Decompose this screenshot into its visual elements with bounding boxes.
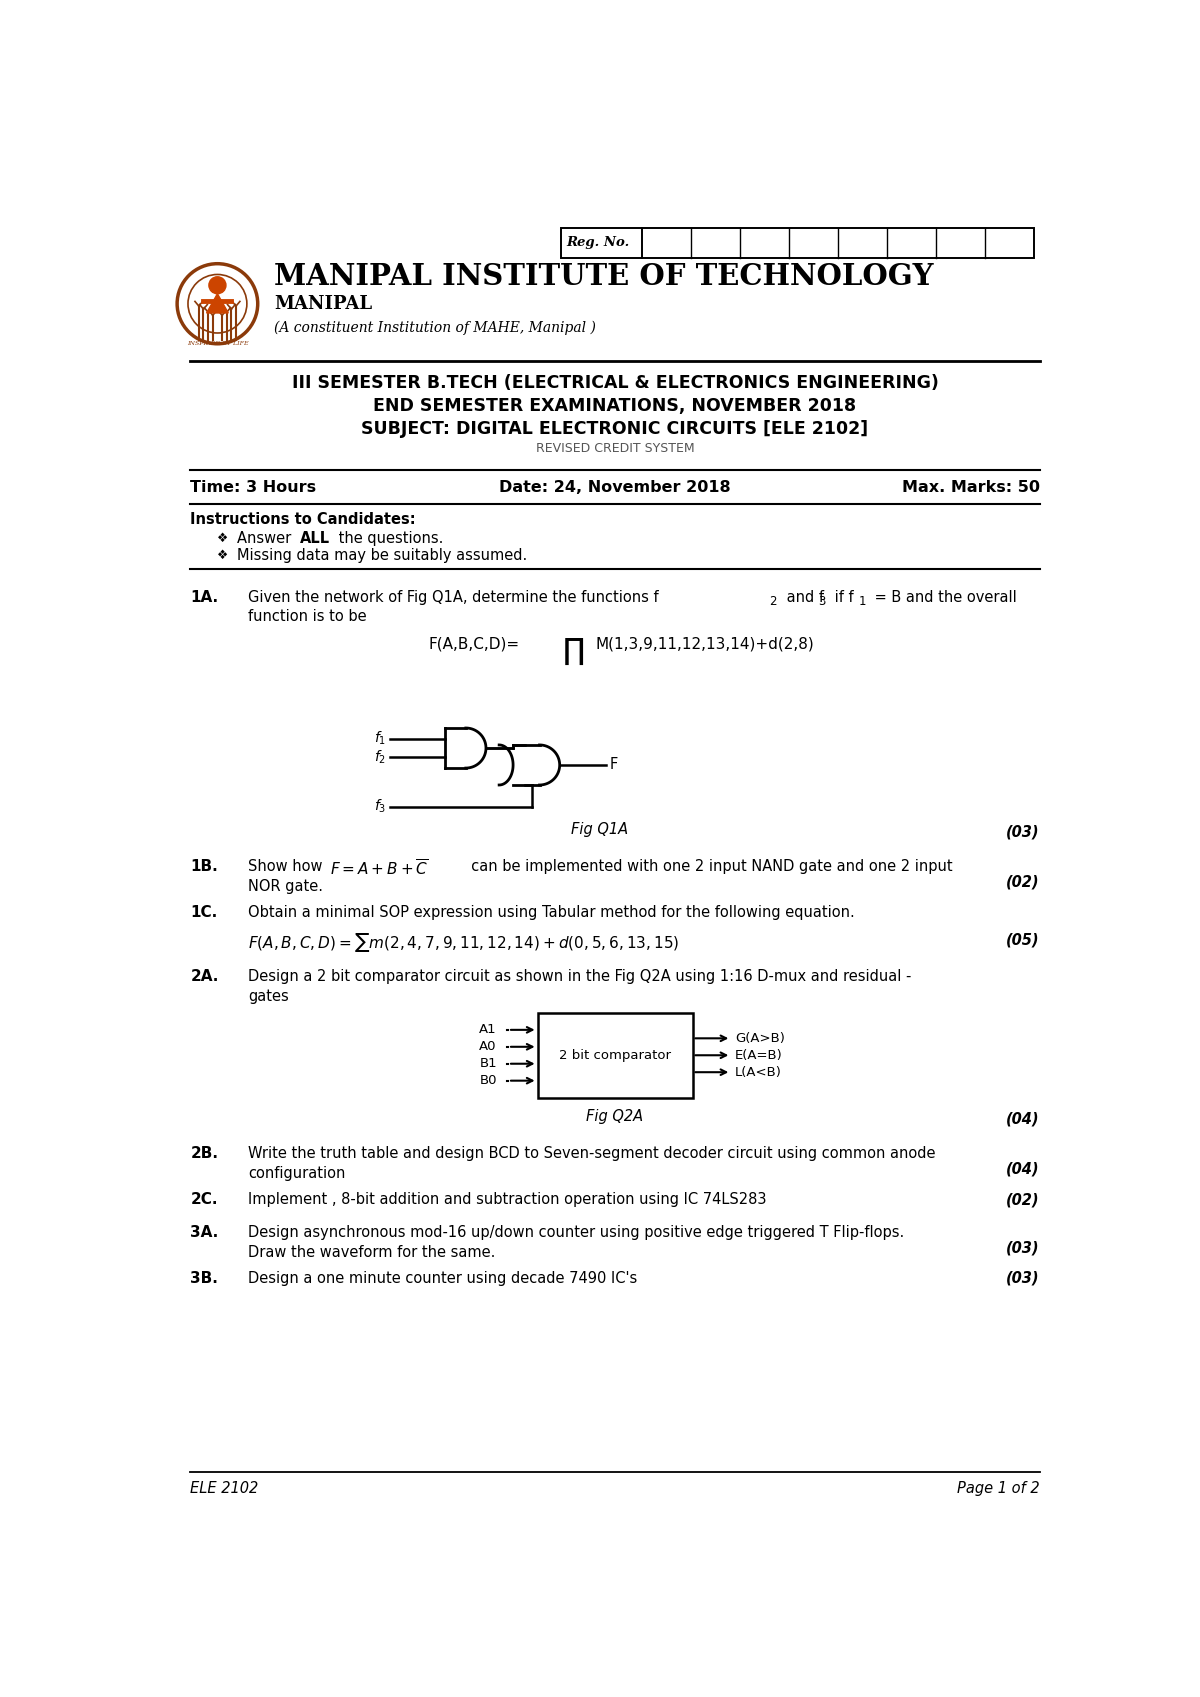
Text: (A constituent Institution of MAHE, Manipal ): (A constituent Institution of MAHE, Mani… (274, 321, 596, 334)
Text: gates: gates (248, 989, 289, 1005)
Text: Draw the waveform for the same.: Draw the waveform for the same. (248, 1244, 496, 1259)
Text: (04): (04) (1007, 1161, 1039, 1176)
Text: 2A.: 2A. (191, 969, 218, 984)
Text: (03): (03) (1007, 825, 1039, 840)
Text: Page 1 of 2: Page 1 of 2 (958, 1481, 1039, 1497)
Bar (538, 1013, 692, 1098)
Text: ❖: ❖ (217, 533, 229, 545)
Text: = B and the overall: = B and the overall (870, 591, 1016, 606)
Text: M(1,3,9,11,12,13,14)+d(2,8): M(1,3,9,11,12,13,14)+d(2,8) (595, 636, 815, 652)
Text: MANIPAL: MANIPAL (274, 295, 372, 312)
Text: Implement , 8-bit addition and subtraction operation using IC 74LS283: Implement , 8-bit addition and subtracti… (248, 1193, 767, 1207)
Text: Time: 3 Hours: Time: 3 Hours (191, 480, 317, 494)
Text: B1: B1 (479, 1057, 497, 1071)
Text: configuration: configuration (248, 1166, 346, 1181)
Text: Design a 2 bit comparator circuit as shown in the Fig Q2A using 1:16 D-mux and r: Design a 2 bit comparator circuit as sho… (248, 969, 912, 984)
Text: END SEMESTER EXAMINATIONS, NOVEMBER 2018: END SEMESTER EXAMINATIONS, NOVEMBER 2018 (373, 397, 857, 416)
Text: Max. Marks: 50: Max. Marks: 50 (901, 480, 1039, 494)
Text: can be implemented with one 2 input NAND gate and one 2 input: can be implemented with one 2 input NAND… (462, 859, 952, 874)
Text: $\prod$: $\prod$ (563, 636, 584, 667)
Text: NOR gate.: NOR gate. (248, 879, 324, 894)
Bar (560, 229, 1033, 258)
Text: (02): (02) (1007, 1193, 1039, 1207)
Text: (05): (05) (1007, 932, 1039, 947)
Text: Given the network of Fig Q1A, determine the functions f: Given the network of Fig Q1A, determine … (248, 591, 659, 606)
Text: SUBJECT: DIGITAL ELECTRONIC CIRCUITS [ELE 2102]: SUBJECT: DIGITAL ELECTRONIC CIRCUITS [EL… (361, 421, 869, 438)
Text: MANIPAL INSTITUTE OF TECHNOLOGY: MANIPAL INSTITUTE OF TECHNOLOGY (274, 261, 934, 292)
Text: L(A<B): L(A<B) (736, 1066, 782, 1079)
Text: F: F (610, 757, 618, 772)
Text: 3B.: 3B. (191, 1271, 218, 1286)
Text: 2: 2 (769, 596, 776, 608)
Text: 1C.: 1C. (191, 905, 217, 920)
Text: Fig Q1A: Fig Q1A (571, 821, 628, 837)
Text: Reg. No.: Reg. No. (566, 236, 630, 249)
Text: 1A.: 1A. (191, 591, 218, 606)
Text: REVISED CREDIT SYSTEM: REVISED CREDIT SYSTEM (535, 441, 695, 455)
Text: Instructions to Candidates:: Instructions to Candidates: (191, 512, 416, 526)
Text: if f: if f (829, 591, 853, 606)
Text: 2 bit comparator: 2 bit comparator (559, 1049, 671, 1062)
Text: and f: and f (781, 591, 823, 606)
Circle shape (209, 277, 226, 294)
Text: $f_3$: $f_3$ (374, 798, 386, 815)
Text: 1B.: 1B. (191, 859, 218, 874)
Text: 2B.: 2B. (191, 1145, 218, 1161)
Text: Obtain a minimal SOP expression using Tabular method for the following equation.: Obtain a minimal SOP expression using Ta… (248, 905, 856, 920)
Text: function is to be: function is to be (248, 609, 367, 624)
Text: (03): (03) (1007, 1271, 1039, 1286)
Text: $f_1$: $f_1$ (374, 730, 386, 747)
Text: Fig Q2A: Fig Q2A (587, 1110, 643, 1125)
Text: (04): (04) (1007, 1112, 1039, 1127)
Text: the questions.: the questions. (334, 531, 443, 546)
Text: 1: 1 (858, 596, 866, 608)
Text: E(A=B): E(A=B) (736, 1049, 782, 1062)
Text: $f_2$: $f_2$ (374, 748, 386, 765)
Text: Answer: Answer (236, 531, 295, 546)
Text: Missing data may be suitably assumed.: Missing data may be suitably assumed. (236, 548, 527, 563)
Text: III SEMESTER B.TECH (ELECTRICAL & ELECTRONICS ENGINEERING): III SEMESTER B.TECH (ELECTRICAL & ELECTR… (292, 373, 938, 392)
Text: Design a one minute counter using decade 7490 IC's: Design a one minute counter using decade… (248, 1271, 637, 1286)
Text: 3A.: 3A. (191, 1225, 218, 1241)
Text: ELE 2102: ELE 2102 (191, 1481, 258, 1497)
Text: B0: B0 (479, 1074, 497, 1088)
Text: (02): (02) (1007, 874, 1039, 889)
Text: A1: A1 (479, 1023, 497, 1037)
Text: Show how: Show how (248, 859, 332, 874)
Text: Date: 24, November 2018: Date: 24, November 2018 (499, 480, 731, 494)
Text: (03): (03) (1007, 1241, 1039, 1256)
Text: ALL: ALL (300, 531, 330, 546)
Text: Write the truth table and design BCD to Seven-segment decoder circuit using comm: Write the truth table and design BCD to … (248, 1145, 936, 1161)
Text: Design asynchronous mod-16 up/down counter using positive edge triggered T Flip-: Design asynchronous mod-16 up/down count… (248, 1225, 905, 1241)
Text: $F = A + B + \overline{C}$: $F = A + B + \overline{C}$ (330, 859, 428, 879)
Text: 3: 3 (818, 596, 826, 608)
Text: $F(A,B,C,D)=\sum m(2,4,7,9,11,12,14)+d(0,5,6,13,15)$: $F(A,B,C,D)=\sum m(2,4,7,9,11,12,14)+d(0… (248, 930, 680, 954)
Text: G(A>B): G(A>B) (736, 1032, 785, 1045)
Text: INSPIRED BY LIFE: INSPIRED BY LIFE (187, 341, 248, 346)
Text: F(A,B,C,D)=: F(A,B,C,D)= (430, 636, 520, 652)
Polygon shape (206, 294, 228, 312)
Text: 2C.: 2C. (191, 1193, 218, 1207)
Text: ❖: ❖ (217, 550, 229, 562)
Text: A0: A0 (479, 1040, 497, 1054)
